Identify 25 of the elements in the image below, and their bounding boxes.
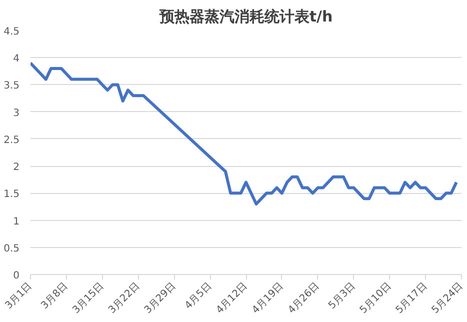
y-tick-label: 3 bbox=[13, 108, 20, 119]
x-tick-label: 3月15日 bbox=[70, 280, 106, 316]
x-tick-label: 3月22日 bbox=[106, 280, 142, 316]
x-tick-label: 3月1日 bbox=[3, 280, 34, 312]
x-tick-label: 5月17日 bbox=[394, 280, 430, 316]
x-tick-label: 4月26日 bbox=[286, 280, 322, 316]
x-tick-label: 4月5日 bbox=[183, 280, 214, 312]
y-tick-label: 0.5 bbox=[4, 243, 20, 254]
y-tick-label: 2 bbox=[13, 162, 20, 174]
y-tick-label: 1 bbox=[13, 216, 20, 228]
x-tick-label: 3月8日 bbox=[39, 280, 70, 312]
y-tick-label: 4.5 bbox=[4, 26, 20, 38]
x-tick-label: 5月24日 bbox=[430, 280, 466, 316]
y-tick-label: 0 bbox=[13, 270, 20, 282]
y-tick-label: 4 bbox=[13, 54, 20, 65]
x-tick-label: 5月3日 bbox=[326, 280, 358, 312]
line-series bbox=[30, 62, 458, 206]
chart-title: 预热器蒸汽消耗统计表t/h bbox=[158, 8, 333, 26]
x-tick-label: 4月12日 bbox=[214, 280, 250, 316]
y-tick-label: 3.5 bbox=[4, 80, 20, 92]
y-tick-label: 1.5 bbox=[4, 189, 20, 200]
x-tick-label: 4月19日 bbox=[250, 280, 286, 316]
x-tick-label: 3月29日 bbox=[142, 280, 178, 316]
x-tick-label: 5月10日 bbox=[358, 280, 394, 316]
y-tick-label: 2.5 bbox=[4, 134, 20, 146]
